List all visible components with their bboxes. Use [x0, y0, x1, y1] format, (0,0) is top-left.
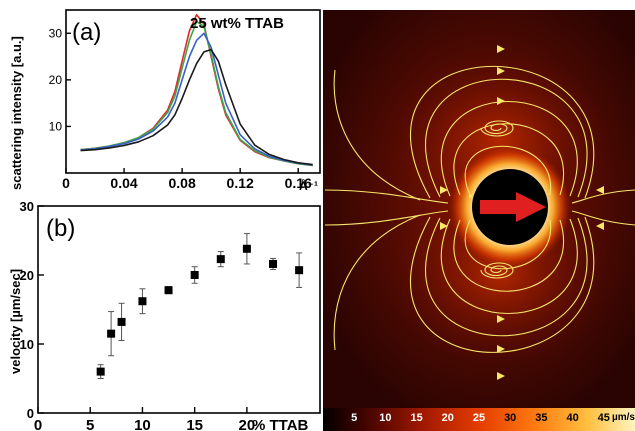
- streamline-lower-2: [453, 219, 564, 292]
- panel-b-points-group: [96, 233, 304, 379]
- panel-b-data-point: [117, 317, 126, 326]
- streamline-upper-5: [410, 65, 595, 199]
- panel-b-data-point: [242, 244, 251, 253]
- panel-b-x-tick-label: 10: [134, 417, 151, 431]
- panel-b-x-tick-label: 0: [34, 417, 42, 431]
- streamline-upper-6: [333, 69, 421, 201]
- colorbar-ticks: 5 10 15 20 25 30 35 40 45: [351, 412, 610, 424]
- colorbar-tick-label: 15: [410, 412, 422, 424]
- streamline-upper-4: [425, 78, 588, 198]
- panel-b-data-point: [164, 286, 173, 295]
- panel-b-y-tick-label: 20: [20, 268, 34, 283]
- vortex-upper: [480, 120, 514, 137]
- streamline-arrowheads: [440, 45, 604, 380]
- panel-b-y-axis-label: velocity [µm/sec]: [8, 269, 23, 374]
- colorbar-tick-label: 5: [351, 412, 357, 424]
- stream-arrowhead: [497, 97, 505, 105]
- streamline-right-2: [571, 210, 635, 226]
- panel-a-y-tick-label: 30: [49, 26, 63, 40]
- colorbar-unit: µm/s: [612, 412, 635, 423]
- streamline-lower-1: [464, 219, 552, 270]
- panel-a-label: (a): [72, 19, 101, 46]
- streamline-left-1: [324, 189, 449, 204]
- stream-arrowhead: [596, 186, 604, 194]
- streamlines: [324, 65, 635, 353]
- panel-a-x-tick-label: 0.12: [227, 175, 254, 191]
- panel-b-data-point: [295, 266, 304, 275]
- streamline-upper-2: [453, 123, 564, 196]
- panel-b-data-point: [96, 367, 105, 376]
- panel-b-x-tick-label: 15: [186, 417, 203, 431]
- colorbar-tick-label: 30: [504, 412, 516, 424]
- panel-b-x-unit: % TTAB: [252, 417, 309, 431]
- panel-b-x-tick-label: 5: [86, 417, 94, 431]
- streamline-upper-1: [464, 145, 552, 199]
- stream-arrowhead: [440, 222, 448, 230]
- panel-a-y-axis-label: scattering intensity [a.u.]: [9, 36, 24, 190]
- panel-b-label: (b): [46, 215, 75, 242]
- panel-a-series-line-2: [80, 20, 313, 167]
- vortex-lower: [480, 262, 514, 279]
- colorbar-tick-label: 10: [379, 412, 391, 424]
- panel-b-data-point: [216, 255, 225, 264]
- panel-a-x-ticks: 0 0.04 0.08 0.12 0.16: [62, 168, 312, 191]
- stream-arrowhead: [497, 67, 505, 75]
- panel-a-series-group: [80, 13, 313, 167]
- panel-b-velocity-chart: 0 5 10 15 20 0 10 20 30 (b) % TTAB velocity [µm…: [8, 199, 321, 431]
- panel-b-x-ticks: 0 5 10 15 20: [34, 407, 255, 431]
- stream-arrowhead: [497, 45, 505, 53]
- streamline-lower-5: [410, 216, 595, 353]
- panel-a-y-tick-label: 10: [49, 119, 63, 133]
- streamline-right-1: [571, 189, 635, 204]
- panel-a-x-tick-label: 0.04: [110, 175, 137, 191]
- panel-b-frame: [37, 205, 321, 414]
- panel-b-data-point: [138, 297, 147, 306]
- colorbar-tick-label: 20: [442, 412, 454, 424]
- stream-arrowhead: [497, 315, 505, 323]
- panel-a-series-line-3: [80, 32, 313, 166]
- panel-a-annotation: 25 wt% TTAB: [190, 15, 284, 32]
- panel-a-series-line-4: [80, 48, 313, 166]
- colorbar-tick-label: 35: [535, 412, 547, 424]
- panel-a-x-unit: Å⁻¹: [299, 178, 318, 193]
- panel-a-y-ticks: 10 20 30: [49, 26, 71, 133]
- streamline-upper-3: [440, 101, 578, 197]
- panel-b-data-point: [107, 329, 116, 338]
- particle-direction-arrow-icon: [480, 192, 546, 222]
- streamline-lower-6: [333, 214, 421, 351]
- panel-a-frame: [65, 9, 321, 174]
- panel-a-series-line-1: [80, 13, 313, 167]
- panel-b-y-tick-label: 10: [20, 337, 34, 352]
- streamline-lower-4: [425, 217, 588, 337]
- panel-b-data-point: [190, 271, 199, 279]
- colorbar-tick-label: 40: [566, 412, 578, 424]
- panel-a-y-tick-label: 20: [49, 73, 63, 87]
- colorbar-tick-label: 45: [598, 412, 610, 424]
- panel-b-y-ticks: 0 10 20 30: [20, 199, 44, 421]
- panel-a-scattering-chart: 0 0.04 0.08 0.12 0.16 10 20 30 (a) 25 wt% TTAB…: [9, 9, 321, 193]
- stream-arrowhead: [596, 222, 604, 230]
- streamline-lower-3: [440, 218, 578, 314]
- panel-b-y-tick-label: 30: [20, 199, 34, 214]
- panel-a-x-tick-label: 0: [62, 175, 70, 191]
- stream-arrowhead: [497, 345, 505, 353]
- panel-a-x-tick-label: 0.08: [168, 175, 195, 191]
- panel-a-x-tick-label: 0.16: [285, 175, 312, 191]
- velocity-field-heatmap: 5 10 15 20 25 30 35 40 45 µm/s: [323, 10, 635, 431]
- colorbar-tick-label: 25: [473, 412, 485, 424]
- panel-b-x-tick-label: 20: [239, 417, 256, 431]
- colorbar: [323, 408, 635, 431]
- stream-arrowhead: [440, 186, 448, 194]
- stream-arrowhead: [497, 372, 505, 380]
- panel-b-data-point: [269, 259, 277, 268]
- panel-b-y-tick-label: 0: [27, 406, 34, 421]
- streamline-left-2: [324, 210, 449, 226]
